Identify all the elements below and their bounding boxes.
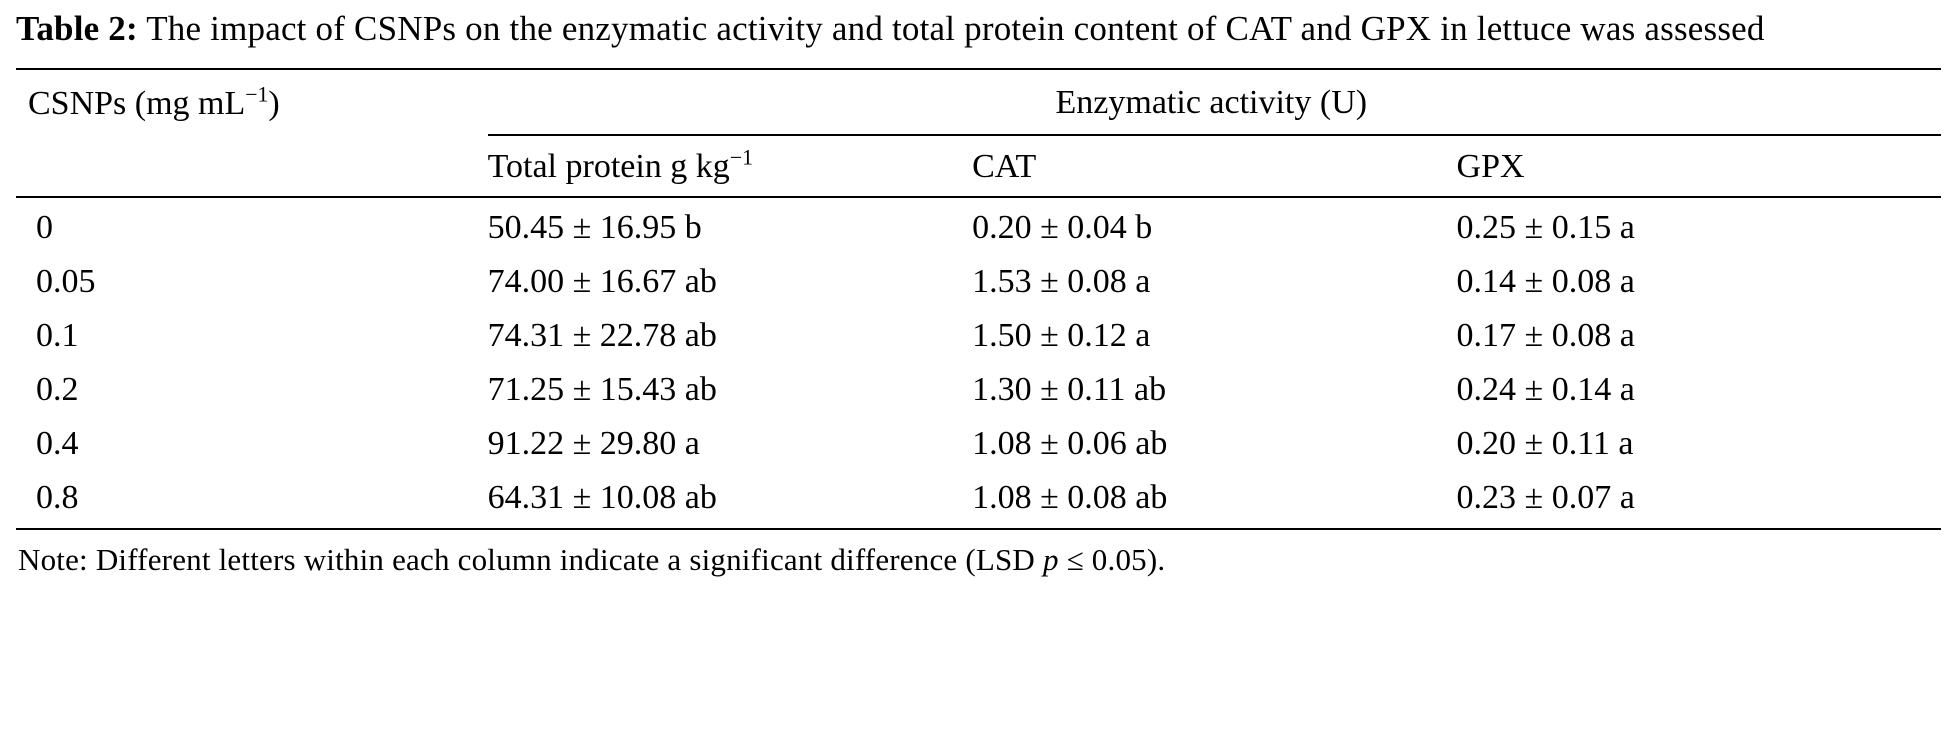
table-caption-text: The impact of CSNPs on the enzymatic act… — [137, 9, 1765, 48]
cell-total-protein: 64.31 ± 10.08 ab — [487, 471, 973, 531]
table-note-suffix: ≤ 0.05). — [1058, 542, 1166, 578]
cell-cat: 1.08 ± 0.06 ab — [972, 425, 1168, 463]
cell-csnp-dose: 0.4 — [36, 425, 79, 463]
cell-gpx: 0.14 ± 0.08 a — [1456, 263, 1635, 301]
col-header-csnps-close: ) — [268, 85, 280, 123]
table-header-row-sub: Total protein g kg−1 CAT GPX — [16, 135, 1941, 199]
col-header-total-protein: Total protein g kg−1 — [487, 135, 973, 199]
cell-cat: 1.30 ± 0.11 ab — [972, 371, 1167, 409]
cell-gpx: 0.17 ± 0.08 a — [1456, 317, 1635, 355]
col-group-header-enzymatic-activity: Enzymatic activity (U) — [487, 68, 1941, 137]
cell-gpx: 0.23 ± 0.07 a — [1456, 471, 1941, 531]
table-caption-label: Table 2: — [16, 9, 138, 48]
cell-cat: 1.08 ± 0.08 ab — [972, 471, 1457, 531]
data-table: CSNPs (mg mL−1) Enzymatic activity (U) T… — [16, 68, 1941, 531]
table-note: Note: Different letters within each colu… — [18, 542, 1941, 578]
table-note-p-symbol: p — [1042, 542, 1059, 578]
cell-cat: 0.20 ± 0.04 b — [972, 209, 1153, 247]
col-header-cat: CAT — [972, 135, 1457, 199]
cell-gpx: 0.24 ± 0.14 a — [1456, 371, 1635, 409]
col-header-csnps-superscript: −1 — [245, 82, 269, 107]
col-header-gpx: GPX — [1456, 135, 1941, 199]
cell-total-protein: 91.22 ± 29.80 a — [487, 425, 700, 463]
cell-gpx: 0.25 ± 0.15 a — [1456, 209, 1635, 247]
table-header-row-group: CSNPs (mg mL−1) Enzymatic activity (U) — [16, 68, 1941, 137]
table-row: 0.05 74.00 ± 16.67 ab 1.53 ± 0.08 a 0.14… — [16, 255, 1941, 309]
cell-csnp-dose: 0.8 — [16, 471, 488, 531]
cell-total-protein: 74.00 ± 16.67 ab — [487, 263, 717, 301]
cell-total-protein: 71.25 ± 15.43 ab — [487, 371, 717, 409]
cell-gpx: 0.20 ± 0.11 a — [1456, 425, 1634, 463]
table-row: 0.2 71.25 ± 15.43 ab 1.30 ± 0.11 ab 0.24… — [16, 363, 1941, 417]
cell-cat: 1.50 ± 0.12 a — [972, 317, 1151, 355]
col-header-total-protein-base: Total protein g kg — [487, 148, 730, 186]
cell-csnp-dose: 0 — [36, 209, 53, 247]
cell-csnp-dose: 0.1 — [36, 317, 79, 355]
table-row: 0.1 74.31 ± 22.78 ab 1.50 ± 0.12 a 0.17 … — [16, 309, 1941, 363]
cell-total-protein: 50.45 ± 16.95 b — [487, 209, 702, 247]
cell-csnp-dose: 0.2 — [36, 371, 79, 409]
table-row: 0.8 64.31 ± 10.08 ab 1.08 ± 0.08 ab 0.23… — [16, 471, 1941, 531]
table-row: 0.4 91.22 ± 29.80 a 1.08 ± 0.06 ab 0.20 … — [16, 417, 1941, 471]
cell-total-protein: 74.31 ± 22.78 ab — [487, 317, 717, 355]
col-header-total-protein-superscript: −1 — [729, 145, 753, 170]
col-header-csnps: CSNPs (mg mL−1) — [16, 68, 488, 136]
cell-csnp-dose: 0.05 — [36, 263, 96, 301]
table-caption: Table 2: The impact of CSNPs on the enzy… — [16, 6, 1941, 52]
col-header-csnps-base: CSNPs (mg mL — [28, 85, 246, 123]
cell-cat: 1.53 ± 0.08 a — [972, 263, 1151, 301]
table-note-prefix: Note: Different letters within each colu… — [18, 542, 1043, 578]
col-header-empty — [16, 135, 488, 199]
table-row: 0 50.45 ± 16.95 b 0.20 ± 0.04 b 0.25 ± 0… — [16, 197, 1941, 255]
